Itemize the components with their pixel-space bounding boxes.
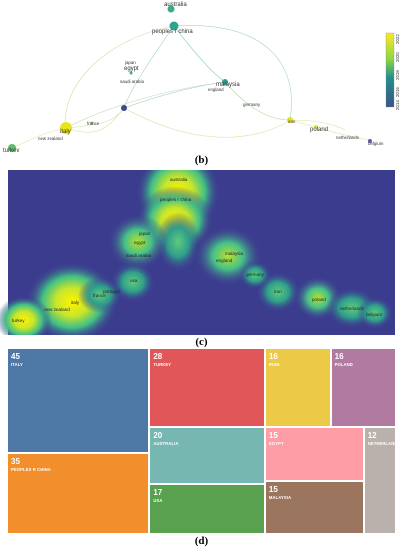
heat-label-portugal: portugal xyxy=(103,289,120,294)
network-nodes xyxy=(8,5,372,152)
heat-label-japan: japan xyxy=(138,231,151,236)
treemap-label: PEOPLES R CHINA xyxy=(11,467,51,473)
label-china: peoples r china xyxy=(152,29,193,35)
node-egypt xyxy=(129,71,133,75)
treemap-label: IRAN xyxy=(268,362,280,367)
treemap-value: 16 xyxy=(334,352,344,361)
heat-label-england: england xyxy=(216,258,233,263)
treemap-cell-poland: 16 POLAND xyxy=(330,348,396,428)
treemap-value: 12 xyxy=(367,431,377,441)
treemap-cell-italy: 45 ITALY xyxy=(7,348,150,454)
node-usa xyxy=(121,105,127,111)
heat-label-china: peoples r china xyxy=(160,197,192,202)
label-malaysia: malaysia xyxy=(216,82,240,88)
treemap-area: 45 ITALY 35 PEOPLES R CHINA 28 TURKEY 20 AUSTRA… xyxy=(7,348,396,534)
treemap-value: 15 xyxy=(268,431,278,441)
treemap-cell-netherlands: 12NETHERLANDS xyxy=(363,427,396,534)
label-turkey: turkey xyxy=(3,148,19,152)
node-poland xyxy=(314,125,318,129)
node-france xyxy=(90,121,94,125)
treemap-value: 35 xyxy=(11,457,20,467)
treemap-value: 17 xyxy=(153,488,163,498)
network-links xyxy=(11,25,371,149)
treemap-cell-turkey: 28 TURKEY xyxy=(149,348,265,428)
label-iran: iran xyxy=(288,119,296,124)
heat-label-poland: poland xyxy=(312,297,326,302)
treemap-cell-peoples-r-china: 35 PEOPLES R CHINA xyxy=(7,453,150,534)
label-england: england xyxy=(208,87,224,92)
treemap-label: AUSTRALIA xyxy=(153,441,179,447)
legend-tick-2018: 2018 xyxy=(395,70,400,80)
treemap-cell-iran: 16 IRAN xyxy=(264,348,331,428)
node-china xyxy=(169,21,179,31)
label-japan: japan xyxy=(124,60,136,65)
caption-c: (c) xyxy=(195,336,208,348)
label-egypt: egypt xyxy=(124,66,139,72)
caption-b: (b) xyxy=(194,154,209,166)
node-australia xyxy=(167,5,175,13)
treemap-label: TURKEY xyxy=(153,362,172,367)
label-belgium: belgium xyxy=(368,141,384,146)
heat-label-saudi: saudi arabia xyxy=(126,253,151,258)
legend-tick-2022: 2022 xyxy=(395,34,400,44)
country-network-map: australia peoples r china japan egypt sa… xyxy=(0,0,403,154)
density-blobs xyxy=(0,150,393,344)
country-density-map: australia peoples r china japan egypt sa… xyxy=(0,150,403,344)
heat-label-turkey: turkey xyxy=(12,318,25,323)
heat-label-iran: iran xyxy=(274,289,282,294)
label-france: france xyxy=(87,121,100,126)
label-australia: australia xyxy=(164,2,187,8)
network-svg: australia peoples r china japan egypt sa… xyxy=(3,2,400,154)
treemap-value: 20 xyxy=(153,431,163,441)
treemap-cell-usa: 17 USA xyxy=(149,484,265,534)
label-saudi: saudi arabia xyxy=(120,79,144,84)
node-italy xyxy=(60,122,72,134)
node-turkey xyxy=(8,144,16,152)
heat-label-france: france xyxy=(93,293,106,298)
treemap-label: EGYPT xyxy=(268,441,284,447)
label-germany: germany xyxy=(243,102,261,107)
treemap-value: 16 xyxy=(268,352,278,361)
treemap-value: 15 xyxy=(268,484,278,494)
treemap-value: 45 xyxy=(11,352,20,361)
heat-label-italy: italy xyxy=(71,300,80,305)
legend-tick-2014: 2014 xyxy=(395,100,400,110)
heat-label-belgium: belgium xyxy=(366,312,382,317)
treemap-label: NETHERLANDS xyxy=(367,441,395,447)
node-iran xyxy=(287,117,293,123)
treemap-label: MALAYSIA xyxy=(268,494,292,500)
heat-label-netherlands: netherlands xyxy=(340,306,365,311)
density-labels: australia peoples r china japan egypt sa… xyxy=(12,177,382,323)
legend-tick-2016: 2016 xyxy=(395,87,400,97)
heat-label-germany: germany xyxy=(246,272,265,277)
treemap-label: USA xyxy=(153,498,163,504)
treemap-label: ITALY xyxy=(11,362,23,367)
treemap-cell-malaysia: 15 MALAYSIA xyxy=(264,480,364,534)
heat-label-usa: usa xyxy=(130,278,138,283)
legend-tick-2020: 2020 xyxy=(395,52,400,62)
heat-label-malaysia: malaysia xyxy=(225,251,244,256)
label-netherlands: netherlands xyxy=(336,135,360,140)
label-italy: italy xyxy=(60,129,71,135)
heat-label-newzealand: new zealand xyxy=(44,307,70,312)
network-labels: australia peoples r china japan egypt sa… xyxy=(3,2,384,154)
treemap-label: POLAND xyxy=(334,362,353,367)
treemap-value: 28 xyxy=(153,352,163,361)
heat-label-egypt: egypt xyxy=(134,240,146,245)
treemap-cell-egypt: 15 EGYPT xyxy=(264,427,364,481)
year-legend: 2022 2020 2018 2016 2014 xyxy=(385,32,400,110)
label-newzealand: new zealand xyxy=(38,136,63,141)
node-malaysia xyxy=(222,79,228,85)
caption-d: (d) xyxy=(194,535,209,547)
treemap-cell-australia: 20 AUSTRALIA xyxy=(149,427,265,485)
country-treemap: 45 ITALY 35 PEOPLES R CHINA 28 TURKEY 20 AUSTRA… xyxy=(0,348,403,534)
heat-label-australia: australia xyxy=(170,177,188,182)
label-poland: poland xyxy=(310,127,328,133)
density-svg: australia peoples r china japan egypt sa… xyxy=(0,150,395,344)
node-belgium xyxy=(368,139,372,143)
legend-bar xyxy=(385,32,395,108)
